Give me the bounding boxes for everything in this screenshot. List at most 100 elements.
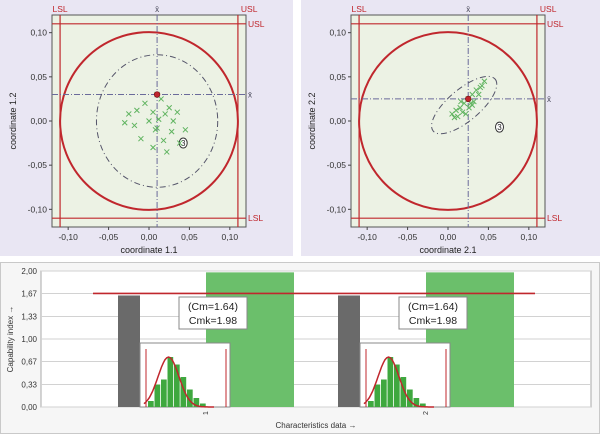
y-axis-title: coordinate 1.2 bbox=[8, 92, 18, 149]
plot-area bbox=[350, 14, 546, 228]
histogram-bar bbox=[420, 403, 426, 407]
histogram-bar bbox=[161, 379, 167, 407]
cm-bar bbox=[338, 295, 360, 407]
mean-axis-marker: x̄ bbox=[547, 95, 551, 104]
x-tick-label: -0,10 bbox=[58, 232, 78, 242]
capability-chart: 2,00 1,67 1,33 1,00 0,67 0,33 0,00 1 (Cm=1.64) Cm… bbox=[6, 267, 592, 430]
data-point bbox=[150, 144, 156, 151]
y-tick-label: 0,00 bbox=[30, 116, 47, 126]
data-point bbox=[479, 82, 485, 89]
scatter-chart-2: 3 -0,10 -0,05 0,00 0,05 0,10 0,10 0,05 0,00 -0,05… bbox=[307, 4, 564, 255]
cmk-annotation: Cmk=1.98 bbox=[189, 315, 237, 327]
scatter-chart-1: 3 -0,10 -0,05 0,00 0,05 0,10 0,10 0,05 0,00 -0,05… bbox=[8, 4, 265, 255]
data-point bbox=[469, 102, 476, 108]
normal-curve bbox=[143, 356, 214, 408]
data-point bbox=[163, 149, 170, 155]
x-axis-title: Characteristics data → bbox=[276, 421, 357, 430]
data-point bbox=[174, 109, 181, 116]
data-point bbox=[134, 107, 140, 114]
histogram-bar bbox=[148, 401, 154, 407]
data-point bbox=[125, 111, 132, 117]
histogram-bar bbox=[368, 401, 374, 407]
histogram-bar bbox=[387, 357, 394, 407]
category-label: 2 bbox=[423, 411, 430, 415]
mean-axis-marker: x̄ bbox=[155, 5, 159, 14]
x-tick-label: -0,10 bbox=[357, 232, 377, 242]
data-point bbox=[461, 100, 468, 107]
data-point bbox=[138, 135, 144, 142]
data-point bbox=[162, 111, 169, 117]
y-tick-label: -0,10 bbox=[28, 204, 48, 214]
histogram-bar bbox=[200, 403, 206, 407]
chart-panel-coordinate-1: 3 -0,10 -0,05 0,00 0,05 0,10 0,10 0,05 0,00 -0,05… bbox=[0, 0, 293, 256]
histogram-bar bbox=[400, 377, 407, 407]
x-tick-label: -0,05 bbox=[398, 232, 418, 242]
ellipse-label-badge bbox=[495, 121, 505, 133]
y-tick-label: 0,10 bbox=[30, 28, 47, 38]
mean-axis-marker: x̄ bbox=[466, 5, 470, 14]
data-point bbox=[142, 100, 148, 107]
x-tick-label: 0,05 bbox=[480, 232, 497, 242]
y-tick-label: 1,00 bbox=[21, 335, 37, 344]
usl-label: USL bbox=[547, 19, 564, 29]
usl-label: USL bbox=[540, 4, 557, 14]
annotation-box bbox=[178, 296, 248, 330]
y-tick-label: 0,00 bbox=[329, 116, 346, 126]
y-tick-label: 0,05 bbox=[30, 72, 47, 82]
data-point bbox=[166, 104, 173, 111]
y-tick-label: -0,05 bbox=[327, 160, 347, 170]
y-axis-title: Capability index → bbox=[6, 306, 15, 373]
data-point bbox=[449, 111, 455, 117]
x-axis-title: coordinate 2.1 bbox=[419, 245, 476, 255]
data-point bbox=[475, 91, 482, 98]
tolerance-circle bbox=[358, 31, 538, 211]
y-tick-label: 0,67 bbox=[21, 357, 37, 366]
data-point bbox=[454, 113, 461, 120]
chart-panel-capability: 2,00 1,67 1,33 1,00 0,67 0,33 0,00 1 (Cm=1.64) Cm… bbox=[0, 262, 600, 434]
data-point bbox=[168, 128, 175, 135]
lsl-label: LSL bbox=[53, 4, 68, 14]
data-point bbox=[170, 118, 177, 124]
histogram-bar bbox=[193, 398, 200, 407]
x-tick-label: 0,10 bbox=[521, 232, 538, 242]
mean-point bbox=[465, 95, 472, 103]
histogram-bar bbox=[407, 389, 413, 407]
data-point bbox=[155, 116, 162, 123]
cm-annotation: (Cm=1.64) bbox=[188, 301, 238, 313]
lsl-label: LSL bbox=[547, 213, 562, 223]
y-tick-label: 0,00 bbox=[21, 403, 37, 412]
y-axis-title: coordinate 2.2 bbox=[307, 92, 317, 149]
data-point bbox=[158, 96, 164, 102]
confidence-ellipse bbox=[95, 54, 219, 188]
data-point bbox=[160, 137, 167, 144]
data-point bbox=[462, 111, 469, 117]
x-tick-label: 0,00 bbox=[440, 232, 457, 242]
confidence-ellipse bbox=[431, 75, 498, 135]
chart-panel-coordinate-2: 3 -0,10 -0,05 0,00 0,05 0,10 0,10 0,05 0,00 -0,05… bbox=[301, 0, 600, 256]
data-point bbox=[451, 114, 458, 121]
annotation-box bbox=[398, 296, 468, 330]
data-point bbox=[457, 104, 463, 111]
y-tick-label: 2,00 bbox=[21, 267, 37, 276]
data-point bbox=[176, 140, 183, 146]
data-point bbox=[471, 98, 477, 105]
data-point bbox=[121, 119, 128, 126]
category-label: 1 bbox=[203, 411, 210, 415]
histogram-bar bbox=[154, 384, 161, 407]
usl-label: USL bbox=[248, 19, 265, 29]
y-tick-label: -0,05 bbox=[28, 160, 48, 170]
histogram-bar bbox=[180, 377, 187, 407]
ellipse-label: 3 bbox=[497, 123, 502, 132]
data-point bbox=[150, 109, 156, 116]
x-tick-label: 0,00 bbox=[141, 232, 158, 242]
histogram-bar bbox=[394, 364, 400, 407]
ellipse-label: 3 bbox=[181, 139, 186, 148]
histogram-bar bbox=[167, 357, 174, 407]
histogram-bar bbox=[374, 384, 381, 407]
y-tick-label: 0,33 bbox=[21, 381, 37, 390]
x-tick-label: 0,10 bbox=[222, 232, 239, 242]
data-point bbox=[154, 125, 160, 131]
mean-point bbox=[153, 91, 161, 98]
cm-bar bbox=[118, 295, 140, 407]
histogram-bar bbox=[187, 389, 193, 407]
